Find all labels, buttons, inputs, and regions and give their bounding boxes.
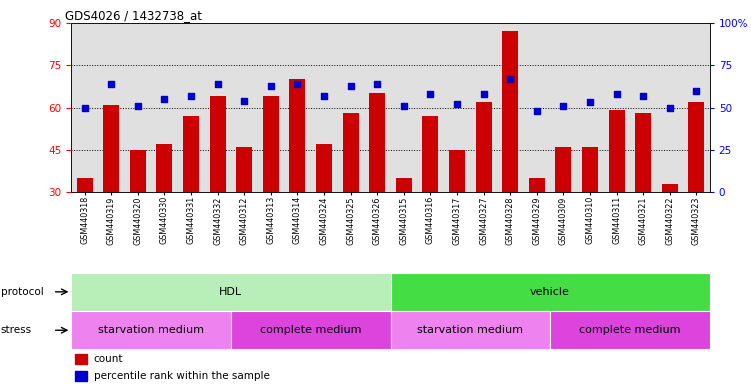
Text: complete medium: complete medium <box>260 325 361 335</box>
Bar <box>369 93 385 192</box>
Bar <box>556 147 572 192</box>
Bar <box>396 178 412 192</box>
Bar <box>502 31 518 192</box>
Bar <box>74 354 87 364</box>
Bar <box>237 147 252 192</box>
Text: HDL: HDL <box>219 287 243 297</box>
Point <box>637 93 649 99</box>
Point <box>557 103 569 109</box>
Bar <box>77 178 92 192</box>
Point <box>398 103 410 109</box>
Bar <box>635 113 651 192</box>
Point <box>611 91 623 97</box>
Text: starvation medium: starvation medium <box>98 325 204 335</box>
Text: count: count <box>94 354 123 364</box>
Bar <box>529 178 544 192</box>
Bar <box>391 311 550 349</box>
Point <box>238 98 250 104</box>
Bar <box>231 311 391 349</box>
Bar <box>71 311 231 349</box>
Point <box>158 96 170 102</box>
Point <box>318 93 330 99</box>
Bar <box>74 371 87 381</box>
Point <box>291 81 303 87</box>
Point <box>132 103 144 109</box>
Point <box>478 91 490 97</box>
Point <box>105 81 117 87</box>
Bar <box>608 110 625 192</box>
Bar <box>183 116 199 192</box>
Bar <box>391 273 710 311</box>
Text: vehicle: vehicle <box>530 287 570 297</box>
Point <box>345 83 357 89</box>
Point <box>451 101 463 107</box>
Point <box>212 81 224 87</box>
Bar <box>103 105 119 192</box>
Point <box>584 99 596 106</box>
Text: GDS4026 / 1432738_at: GDS4026 / 1432738_at <box>65 9 202 22</box>
Text: protocol: protocol <box>1 287 44 297</box>
Bar <box>342 113 359 192</box>
Bar <box>449 150 465 192</box>
Text: complete medium: complete medium <box>579 325 680 335</box>
Bar <box>130 150 146 192</box>
Point <box>664 104 676 111</box>
Bar <box>475 102 492 192</box>
Text: percentile rank within the sample: percentile rank within the sample <box>94 371 270 381</box>
Bar <box>582 147 598 192</box>
Text: starvation medium: starvation medium <box>418 325 523 335</box>
Bar <box>689 102 704 192</box>
Point <box>424 91 436 97</box>
Text: stress: stress <box>1 325 32 335</box>
Point <box>690 88 702 94</box>
Bar <box>263 96 279 192</box>
Point <box>265 83 277 89</box>
Point <box>371 81 383 87</box>
Bar <box>289 79 306 192</box>
Point <box>79 104 91 111</box>
Bar <box>210 96 225 192</box>
Bar <box>422 116 439 192</box>
Bar <box>550 311 710 349</box>
Point <box>531 108 543 114</box>
Point <box>504 76 516 82</box>
Bar <box>71 273 391 311</box>
Bar <box>662 184 677 192</box>
Bar <box>316 144 332 192</box>
Bar <box>156 144 173 192</box>
Point <box>185 93 197 99</box>
